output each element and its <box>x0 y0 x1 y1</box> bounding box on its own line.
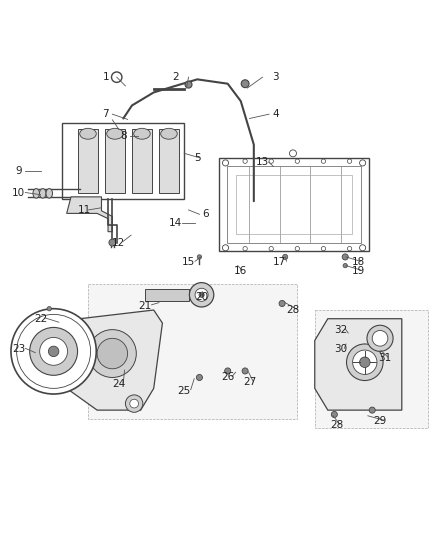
Text: 6: 6 <box>203 209 209 219</box>
Text: 31: 31 <box>378 353 391 363</box>
Text: 28: 28 <box>286 305 300 315</box>
Text: 28: 28 <box>330 421 343 430</box>
Circle shape <box>225 368 231 374</box>
Circle shape <box>130 399 138 408</box>
Polygon shape <box>67 197 113 232</box>
Circle shape <box>40 337 67 365</box>
Text: 3: 3 <box>272 72 279 82</box>
Circle shape <box>97 338 127 369</box>
Text: 15: 15 <box>182 257 195 267</box>
Text: 7: 7 <box>102 109 109 119</box>
Text: 10: 10 <box>12 188 25 198</box>
Circle shape <box>11 309 96 394</box>
Circle shape <box>342 254 348 260</box>
Circle shape <box>369 407 375 413</box>
Text: 24: 24 <box>112 379 126 389</box>
Circle shape <box>47 306 51 311</box>
Circle shape <box>112 72 122 83</box>
Text: 5: 5 <box>194 152 201 163</box>
Bar <box>219 158 369 251</box>
Text: 18: 18 <box>352 257 365 267</box>
Bar <box>227 166 361 244</box>
Text: 1: 1 <box>102 72 109 82</box>
Ellipse shape <box>33 189 39 198</box>
Bar <box>78 130 99 192</box>
Text: 4: 4 <box>272 109 279 119</box>
Text: 21: 21 <box>138 301 152 311</box>
Text: 11: 11 <box>78 205 91 215</box>
Circle shape <box>360 245 366 251</box>
Circle shape <box>48 346 59 357</box>
Circle shape <box>353 350 377 375</box>
Circle shape <box>283 254 288 260</box>
Text: 12: 12 <box>112 238 126 247</box>
Text: 16: 16 <box>234 266 247 276</box>
Text: 19: 19 <box>352 266 365 276</box>
Circle shape <box>360 160 366 166</box>
Text: 25: 25 <box>177 385 191 395</box>
Circle shape <box>360 357 370 367</box>
Bar <box>145 289 188 301</box>
Text: 32: 32 <box>334 325 347 335</box>
Circle shape <box>367 325 393 351</box>
Circle shape <box>17 314 91 389</box>
Circle shape <box>331 411 337 417</box>
Text: 23: 23 <box>12 344 25 354</box>
Circle shape <box>279 301 285 306</box>
Text: 9: 9 <box>15 166 22 176</box>
Text: 26: 26 <box>221 373 234 383</box>
Polygon shape <box>315 319 402 410</box>
Circle shape <box>197 255 201 259</box>
Circle shape <box>125 395 143 413</box>
Text: 29: 29 <box>374 416 387 426</box>
Text: 17: 17 <box>273 257 286 267</box>
Bar <box>159 130 180 192</box>
Polygon shape <box>315 310 428 427</box>
Ellipse shape <box>134 128 150 139</box>
Ellipse shape <box>39 189 46 198</box>
Circle shape <box>30 327 78 375</box>
Circle shape <box>290 150 297 157</box>
Bar <box>131 130 152 192</box>
Text: 14: 14 <box>169 218 182 228</box>
Circle shape <box>88 329 136 377</box>
Circle shape <box>242 368 248 374</box>
Circle shape <box>223 160 229 166</box>
Text: 8: 8 <box>120 131 127 141</box>
Bar <box>62 123 184 199</box>
Ellipse shape <box>46 189 53 198</box>
Polygon shape <box>88 284 297 419</box>
Ellipse shape <box>107 128 123 139</box>
Circle shape <box>199 292 204 297</box>
Circle shape <box>185 81 192 88</box>
Circle shape <box>189 282 214 307</box>
Text: 22: 22 <box>34 314 47 324</box>
Ellipse shape <box>161 128 177 139</box>
Circle shape <box>195 288 208 301</box>
Circle shape <box>196 375 202 381</box>
Text: 27: 27 <box>243 377 256 387</box>
Ellipse shape <box>80 128 96 139</box>
Polygon shape <box>58 310 162 410</box>
Circle shape <box>343 263 347 268</box>
Bar <box>105 130 125 192</box>
Text: 2: 2 <box>172 72 179 82</box>
Circle shape <box>346 344 383 381</box>
Bar <box>237 175 352 234</box>
Circle shape <box>241 80 249 87</box>
Circle shape <box>223 245 229 251</box>
Text: 20: 20 <box>195 292 208 302</box>
Text: 13: 13 <box>256 157 269 167</box>
Circle shape <box>109 239 116 246</box>
Circle shape <box>372 330 388 346</box>
Text: 30: 30 <box>334 344 347 354</box>
